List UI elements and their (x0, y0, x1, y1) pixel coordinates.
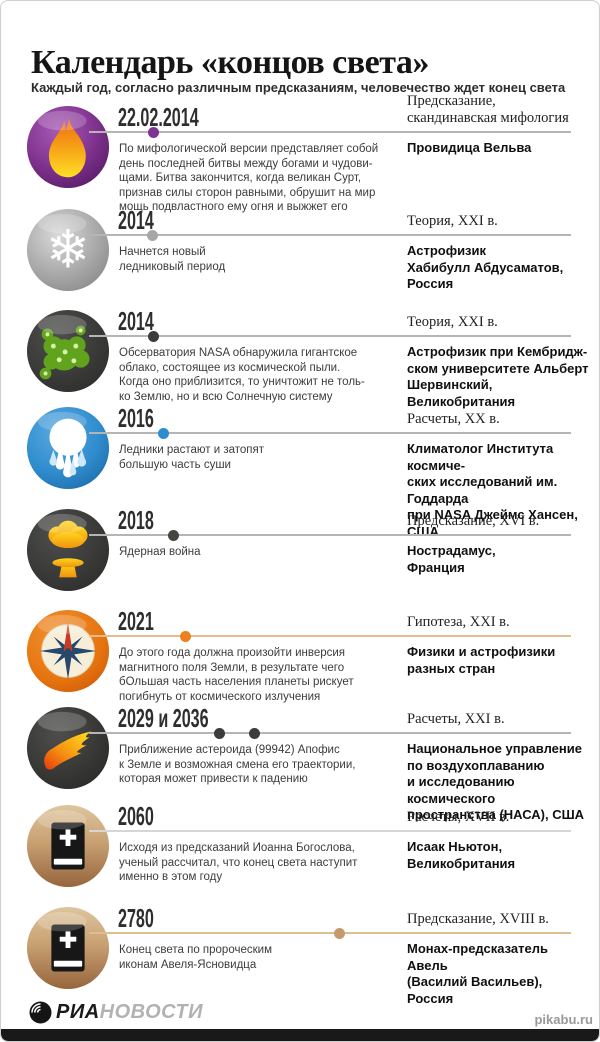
timeline-line (89, 830, 571, 832)
timeline-line (89, 932, 571, 934)
brand-ria: РИА (56, 1001, 100, 1023)
entry-description: До этого года должна произойти инверсия … (119, 647, 354, 703)
entry-description: Начнется новый ледниковый период (119, 246, 226, 273)
entry-year: 2780 (118, 903, 154, 933)
timeline-line (89, 534, 571, 536)
timeline-entry: 2016 Расчеты, XX в. Климатолог Института… (1, 403, 599, 539)
entry-description: По мифологической версии представляет со… (119, 143, 379, 213)
dust-cloud-icon (25, 308, 111, 394)
entry-category: Расчеты, XXI в. (407, 711, 505, 727)
bible-icon (25, 905, 111, 991)
entry-description: Обсерватория NASA обнаружила гигантское … (119, 347, 365, 403)
entry-year: 2060 (118, 801, 154, 831)
entry-category: Теория, XXI в. (407, 213, 498, 229)
entry-category: Теория, XXI в. (407, 314, 498, 330)
entry-category: Расчеты, XVII в. (407, 809, 510, 825)
timeline-line (89, 234, 571, 236)
timeline-line (89, 635, 571, 637)
entry-category: Предсказание, XVIII в. (407, 911, 549, 927)
timeline-line (89, 732, 571, 734)
entry-category: Предсказание, скандинавская мифология (407, 93, 569, 126)
entry-category: Предсказание, XVI в. (407, 513, 540, 529)
entry-description: Исходя из предсказаний Иоанна Богослова,… (119, 842, 358, 883)
entry-category: Расчеты, XX в. (407, 411, 500, 427)
entry-year: 2014 (118, 306, 154, 336)
entry-source: Астрофизик при Кембридж- ском университе… (407, 344, 589, 409)
brand-novosti: НОВОСТИ (99, 1001, 203, 1023)
entry-year: 22.02.2014 (118, 102, 199, 132)
entry-description: Ядерная война (119, 546, 201, 558)
timeline-dot (157, 427, 169, 439)
entry-description: Конец света по пророческим иконам Авеля-… (119, 944, 272, 971)
compass-icon (25, 608, 111, 694)
timeline-entry: 22.02.2014 Предсказание, скандинавская м… (1, 93, 599, 213)
mushroom-cloud-icon (25, 507, 111, 593)
meltwater-icon (25, 405, 111, 491)
entry-source: Физики и астрофизики разных стран (407, 644, 556, 676)
entry-category: Гипотеза, XXI в. (407, 614, 510, 630)
entry-source: Монах-предсказатель Авель (Василий Васил… (407, 941, 549, 1006)
timeline-entry: 2014 Теория, XXI в. Астрофизик при Кембр… (1, 306, 599, 409)
entry-year: 2021 (118, 606, 154, 636)
timeline-entry: 2060 Расчеты, XVII в. Исаак Ньютон, Вели… (1, 801, 599, 903)
entry-year: 2029 и 2036 (118, 703, 209, 733)
entry-source: Национальное управление по воздухоплаван… (407, 741, 585, 822)
timeline-dot (248, 727, 260, 739)
timeline-dot (147, 126, 159, 138)
bottom-bar (1, 1029, 599, 1041)
pikabu-watermark: pikabu.ru (534, 1012, 593, 1027)
timeline-entry: ❄ 2014 Теория, XXI в. Астрофизик Хабибул… (1, 205, 599, 307)
entry-source: Астрофизик Хабибулл Абдусаматов, Россия (407, 243, 564, 291)
snowflake-icon: ❄ (25, 207, 111, 293)
timeline-entry: 2021 Гипотеза, XXI в. Физики и астрофизи… (1, 606, 599, 708)
entry-year: 2018 (118, 505, 154, 535)
timeline-line (89, 131, 571, 133)
page-title: Календарь «концов света» (31, 43, 429, 81)
ria-novosti-logo: РИА НОВОСТИ (29, 1001, 203, 1024)
entry-year: 2016 (118, 403, 154, 433)
timeline-line (89, 432, 571, 434)
flame-icon (25, 104, 111, 190)
entry-source: Нострадамус, Франция (407, 543, 496, 575)
entry-source: Провидица Вельва (407, 140, 532, 155)
timeline-dot (147, 330, 159, 342)
timeline-dot (146, 229, 158, 241)
timeline-dot (167, 529, 179, 541)
timeline-entry: 2780 Предсказание, XVIII в. Монах-предск… (1, 903, 599, 1006)
entry-source: Исаак Ньютон, Великобритания (407, 839, 516, 871)
entry-description: Приближение астероида (99942) Апофис к З… (119, 744, 356, 785)
timeline-dot (333, 927, 345, 939)
timeline-line (89, 335, 571, 337)
bible-icon (25, 803, 111, 889)
timeline-entry: 2029 и 2036 Расчеты, XXI в. Национальное… (1, 703, 599, 822)
timeline-dot (179, 630, 191, 642)
comet-icon (25, 705, 111, 791)
entry-description: Ледники растают и затопят большую часть … (119, 444, 265, 471)
svg-text:❄: ❄ (46, 220, 90, 281)
entry-year: 2014 (118, 205, 154, 235)
page-subtitle: Каждый год, согласно различным предсказа… (31, 80, 566, 95)
timeline-entry: 2018 Предсказание, XVI в. Нострадамус, Ф… (1, 505, 599, 607)
globe-icon (29, 1001, 52, 1024)
timeline-dot (213, 727, 225, 739)
